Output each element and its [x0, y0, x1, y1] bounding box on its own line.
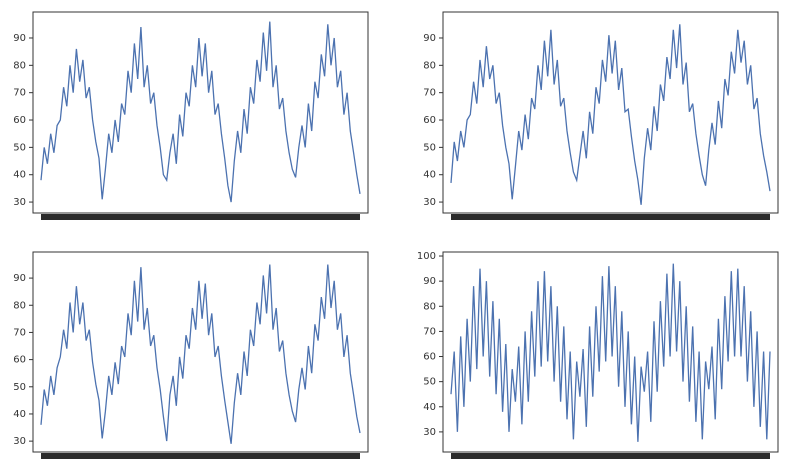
chart: 30 40 50 60 70 80 90 100	[417, 251, 779, 459]
y-tick-label: 40	[13, 409, 26, 420]
y-tick-label: 60	[423, 115, 436, 126]
x-tick-band	[41, 453, 360, 459]
y-tick-label: 70	[423, 326, 436, 337]
y-tick-label: 80	[13, 60, 26, 71]
line	[450, 24, 771, 205]
y-tick-label: 50	[13, 382, 26, 393]
chart: 30 40 50 60 70 80 90	[423, 11, 779, 220]
y-tick-label: 90	[423, 276, 436, 287]
plot-frame	[32, 251, 369, 453]
y-tick-label: 40	[423, 402, 436, 413]
chart: 30 40 50 60 70 80 90	[13, 11, 369, 220]
chart: 30 40 50 60 70 80 90	[13, 251, 369, 459]
y-tick-label: 30	[13, 436, 26, 447]
y-tick-label: 30	[13, 197, 26, 208]
y-tick-label: 60	[13, 115, 26, 126]
line	[450, 263, 771, 442]
y-tick-label: 50	[13, 142, 26, 153]
y-tick-label: 90	[13, 33, 26, 44]
y-tick-label: 50	[423, 377, 436, 388]
y-tick-label: 40	[13, 170, 26, 181]
plot-frame	[442, 251, 779, 453]
x-tick-band	[451, 453, 770, 459]
plot-frame	[442, 11, 779, 214]
y-tick-label: 80	[13, 300, 26, 311]
y-tick-label: 70	[13, 327, 26, 338]
x-tick-band	[451, 214, 770, 220]
y-tick-label: 60	[423, 352, 436, 363]
y-tick-label: 70	[13, 88, 26, 99]
y-tick-label: 90	[13, 273, 26, 284]
y-tick-label: 80	[423, 60, 436, 71]
y-tick-label: 40	[423, 170, 436, 181]
y-tick-label: 80	[423, 301, 436, 312]
y-tick-label: 60	[13, 355, 26, 366]
y-tick-label: 50	[423, 142, 436, 153]
line	[40, 264, 361, 444]
y-tick-label: 100	[417, 251, 436, 262]
plot-frame	[32, 11, 369, 214]
y-tick-label: 30	[423, 197, 436, 208]
y-tick-label: 70	[423, 88, 436, 99]
line	[40, 21, 361, 203]
y-tick-label: 90	[423, 33, 436, 44]
x-tick-band	[41, 214, 360, 220]
y-tick-label: 30	[423, 427, 436, 438]
